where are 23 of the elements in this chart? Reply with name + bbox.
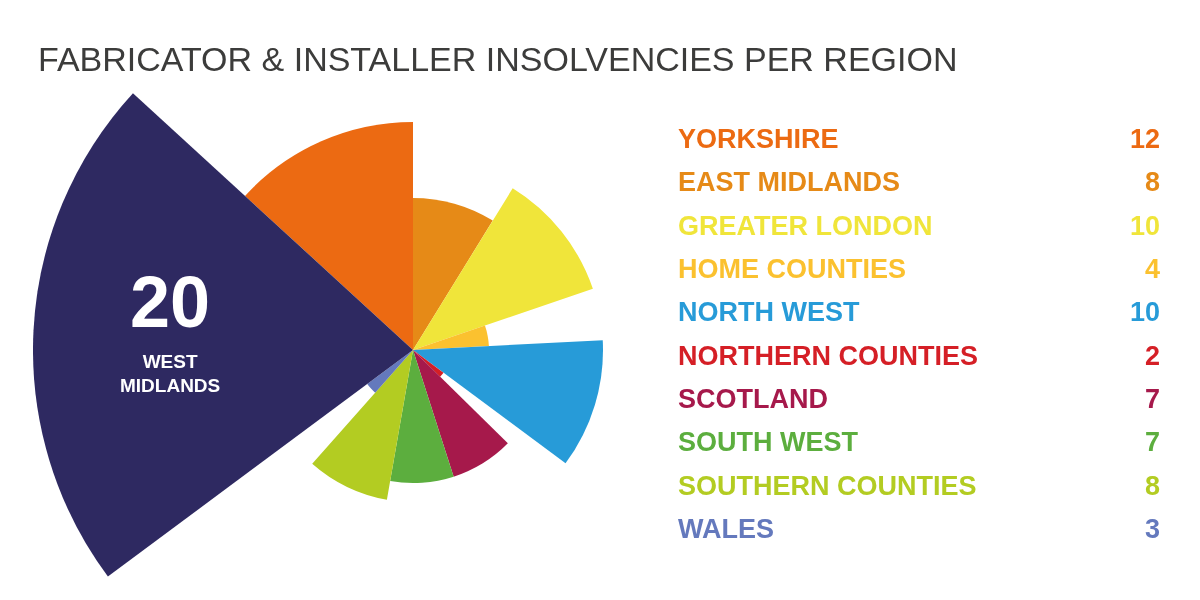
category-label: SCOTLAND xyxy=(678,383,828,415)
category-label: NORTH WEST xyxy=(678,297,860,329)
category-label: EAST MIDLANDS xyxy=(678,167,900,199)
category-label: GREATER LONDON xyxy=(678,210,933,242)
data-label: 3 xyxy=(1144,513,1160,545)
data-label: 4 xyxy=(1144,254,1160,286)
category-label: WALES xyxy=(678,513,775,545)
text: FABRICATOR & INSTALLER INSOLVENCIES PER REGION xyxy=(38,40,958,79)
data-label: 7 xyxy=(1144,427,1160,459)
category-label: NORTHERN COUNTIES xyxy=(678,340,979,372)
category-label: YORKSHIRE xyxy=(678,124,839,156)
data-label: 10 xyxy=(1129,210,1160,242)
data-label: 20 xyxy=(130,262,211,343)
data-label: 2 xyxy=(1144,340,1160,372)
category-label: WEST MIDLANDS xyxy=(119,350,221,396)
data-label: 8 xyxy=(1144,470,1160,502)
category-label: HOME COUNTIES xyxy=(678,254,907,286)
data-label: 10 xyxy=(1129,297,1160,329)
data-label: 12 xyxy=(1129,124,1160,156)
data-label: 8 xyxy=(1144,167,1160,199)
category-label: SOUTH WEST xyxy=(678,427,858,459)
category-label: SOUTHERN COUNTIES xyxy=(678,470,977,502)
data-label: 7 xyxy=(1144,383,1160,415)
